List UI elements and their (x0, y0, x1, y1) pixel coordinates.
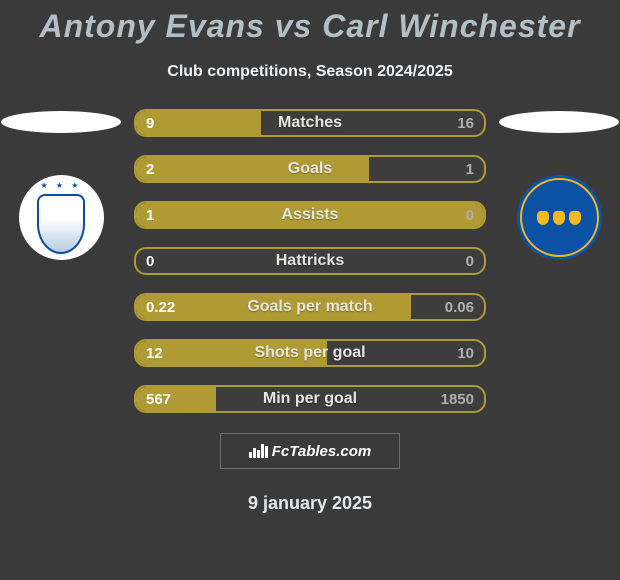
stat-value-right: 0.06 (445, 299, 474, 316)
shield-icon (37, 194, 85, 254)
bars-icon (249, 444, 268, 458)
stat-value-right: 16 (457, 115, 474, 132)
stats-list: 9Matches162Goals11Assists00Hattricks00.2… (134, 109, 486, 413)
stat-value-left: 0.22 (146, 299, 175, 316)
stat-value-left: 9 (146, 115, 154, 132)
stat-row: 0Hattricks0 (134, 247, 486, 275)
player-right-photo-placeholder (499, 111, 619, 133)
stat-value-right: 1 (466, 161, 474, 178)
stat-value-left: 0 (146, 253, 154, 270)
stat-value-right: 10 (457, 345, 474, 362)
brand-logo: FcTables.com (249, 443, 371, 460)
stat-fill-left (136, 295, 411, 319)
stat-row: 1Assists0 (134, 201, 486, 229)
stat-value-left: 12 (146, 345, 163, 362)
stat-value-right: 0 (466, 207, 474, 224)
comparison-row: ★ ★ ★ 9Matches162Goals11Assists00Hattric… (0, 109, 620, 413)
team-right-badge (517, 175, 602, 260)
stat-fill-left (136, 111, 261, 135)
stat-row: 0.22Goals per match0.06 (134, 293, 486, 321)
stat-value-left: 2 (146, 161, 154, 178)
stat-fill-left (136, 157, 369, 181)
player-right-column (500, 109, 620, 260)
stat-value-right: 0 (466, 253, 474, 270)
stat-row: 12Shots per goal10 (134, 339, 486, 367)
stat-value-left: 1 (146, 207, 154, 224)
stat-fill-left (136, 203, 484, 227)
lions-icon (520, 178, 599, 257)
stat-row: 2Goals1 (134, 155, 486, 183)
stat-value-right: 1850 (441, 391, 474, 408)
stat-fill-left (136, 341, 327, 365)
player-left-photo-placeholder (1, 111, 121, 133)
stat-label: Hattricks (136, 252, 484, 270)
stars-icon: ★ ★ ★ (19, 181, 104, 190)
player-left-column: ★ ★ ★ (0, 109, 120, 260)
page-title: Antony Evans vs Carl Winchester (39, 8, 580, 45)
comparison-card: Antony Evans vs Carl Winchester Club com… (0, 0, 620, 580)
stat-row: 567Min per goal1850 (134, 385, 486, 413)
brand-box: FcTables.com (220, 433, 400, 469)
page-subtitle: Club competitions, Season 2024/2025 (167, 63, 452, 81)
team-left-badge: ★ ★ ★ (19, 175, 104, 260)
brand-text: FcTables.com (272, 443, 371, 460)
stat-row: 9Matches16 (134, 109, 486, 137)
date-text: 9 january 2025 (248, 493, 372, 514)
stat-value-left: 567 (146, 391, 171, 408)
